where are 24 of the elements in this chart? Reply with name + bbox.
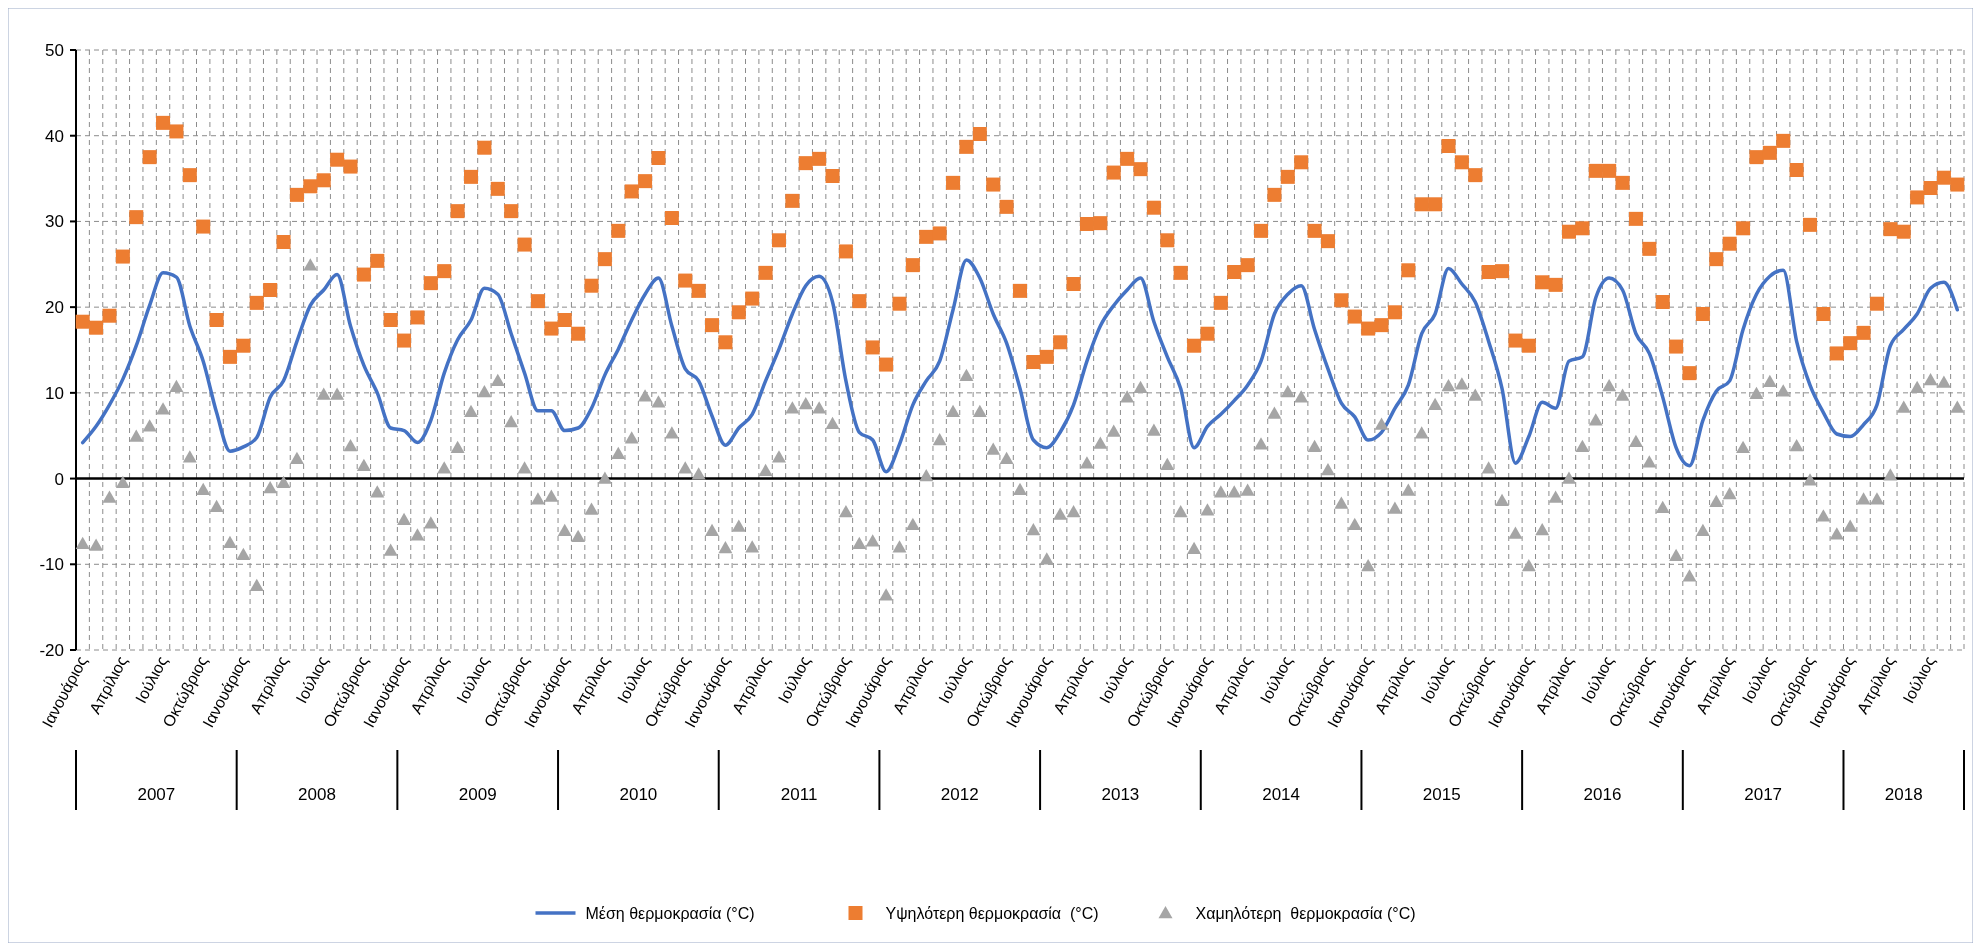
- text: 2009: [458, 785, 497, 804]
- legend-label: Υψηλότερη θερμοκρασία (°C): [885, 904, 1099, 922]
- text: 2012: [940, 785, 979, 804]
- text: 2007: [137, 785, 176, 804]
- y-tick-label: 30: [45, 212, 64, 232]
- legend-label: Χαμηλότερη θερμοκρασία (°C): [1195, 904, 1416, 922]
- text: 2013: [1101, 785, 1140, 804]
- text: 2008: [298, 785, 336, 804]
- y-tick-label: -10: [39, 555, 64, 575]
- text: 2011: [780, 785, 818, 804]
- line-series: [80, 258, 1960, 474]
- text: 2015: [1422, 785, 1461, 804]
- text: 2017: [1744, 785, 1783, 804]
- text: 2016: [1583, 785, 1622, 804]
- y-tick-label: -20: [39, 640, 64, 660]
- text: 2010: [619, 785, 658, 804]
- y-tick-label: 10: [45, 383, 64, 403]
- y-tick-label: 20: [45, 298, 64, 318]
- y-tick-label: 40: [45, 126, 64, 146]
- text: 2018: [1884, 785, 1923, 804]
- legend-label: Μέση θερμοκρασία (°C): [585, 904, 755, 922]
- text: 2014: [1262, 785, 1301, 804]
- y-tick-label: 0: [54, 469, 64, 489]
- y-tick-label: 50: [45, 40, 64, 60]
